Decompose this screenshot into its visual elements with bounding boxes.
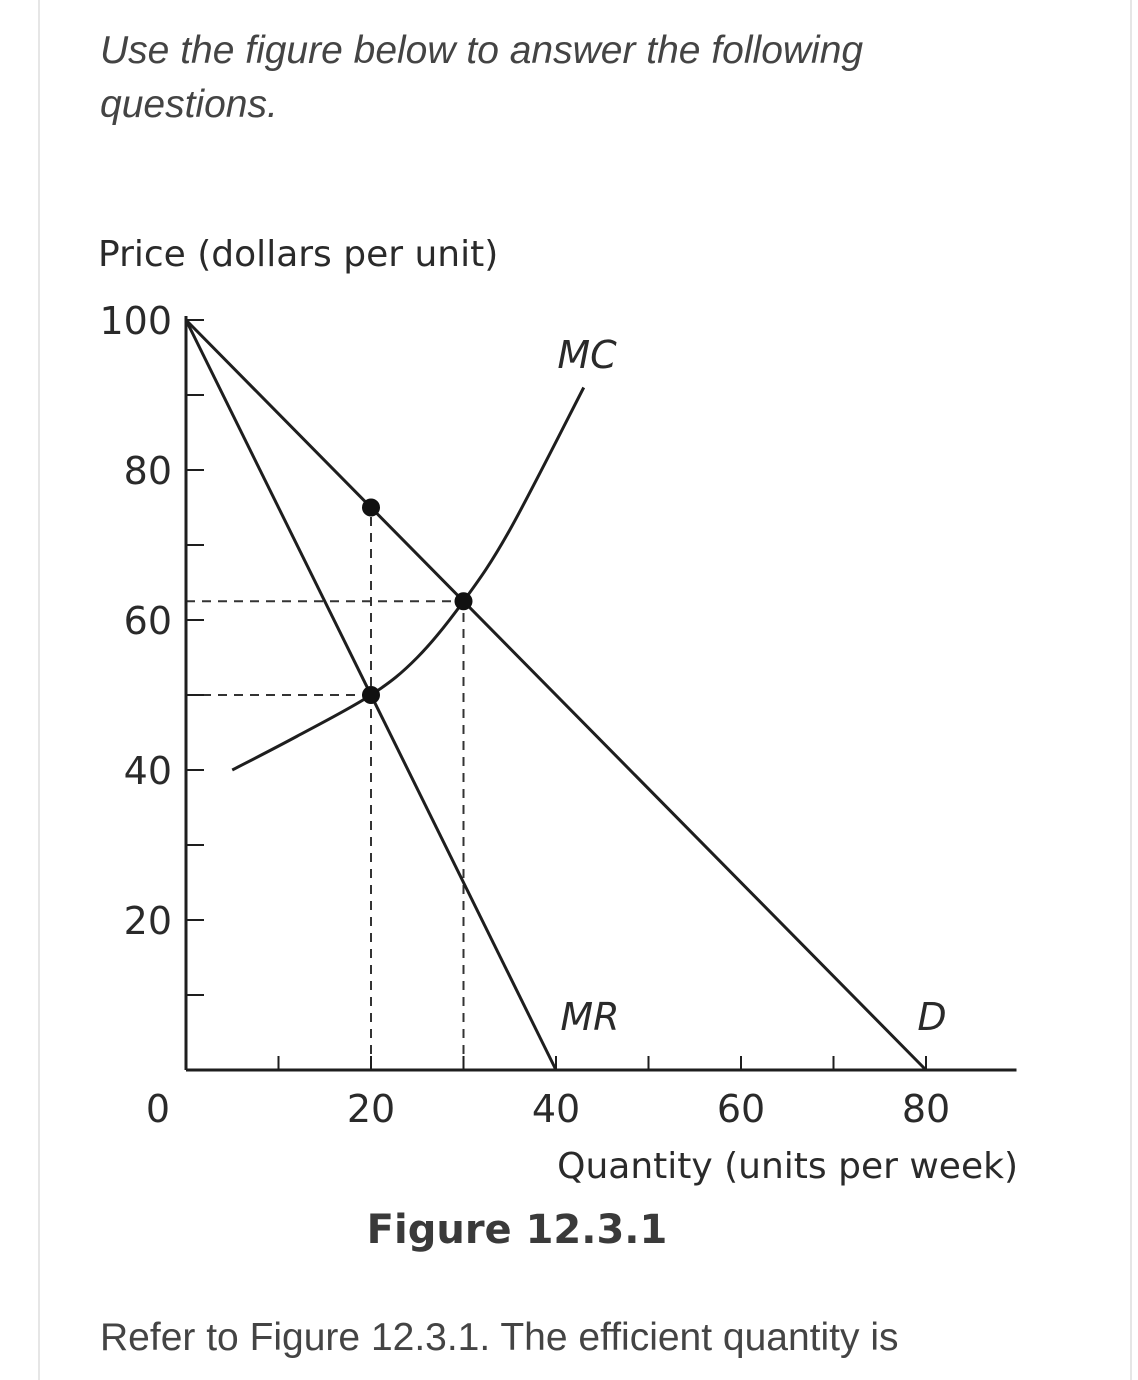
x-axis-label: Quantity (units per week) <box>557 1146 1018 1187</box>
x-tick-label-20: 20 <box>347 1087 395 1131</box>
y-tick-label-80: 80 <box>124 449 172 493</box>
labels: Price (dollars per unit) Quantity (units … <box>98 234 1018 1253</box>
point-1 <box>362 498 380 517</box>
figure-caption: Figure 12.3.1 <box>367 1207 668 1253</box>
y-tick-label-100: 100 <box>99 299 172 343</box>
mc-curve <box>231 386 586 772</box>
d-curve <box>184 318 928 1072</box>
label-d: D <box>917 995 946 1039</box>
x-tick-label-0: 0 <box>146 1087 170 1131</box>
question-text: Refer to Figure 12.3.1. The efficient qu… <box>100 1316 899 1359</box>
label-mr: MR <box>560 995 619 1039</box>
x-tick-label-60: 60 <box>717 1087 765 1131</box>
y-tick-label-40: 40 <box>124 749 172 793</box>
points <box>362 498 473 704</box>
y-tick-label-20: 20 <box>124 899 172 943</box>
dashed-guides <box>186 507 465 1070</box>
monopoly-chart: 20 40 60 80 100 0 20 40 60 80 Price (dollars per … <box>98 234 1018 1253</box>
point-3 <box>454 592 473 611</box>
label-mc: MC <box>557 333 617 377</box>
intro-text: Use the figure below to answer the follo… <box>100 29 864 126</box>
curves <box>184 318 928 1072</box>
y-tick-label-60: 60 <box>124 599 172 643</box>
y-axis-label: Price (dollars per unit) <box>98 234 498 275</box>
content-frame <box>38 0 1132 1380</box>
x-tick-label-40: 40 <box>532 1087 580 1131</box>
x-tick-label-80: 80 <box>902 1087 950 1131</box>
point-2 <box>362 686 380 704</box>
axes: 20 40 60 80 100 0 20 40 60 80 <box>99 299 1017 1131</box>
